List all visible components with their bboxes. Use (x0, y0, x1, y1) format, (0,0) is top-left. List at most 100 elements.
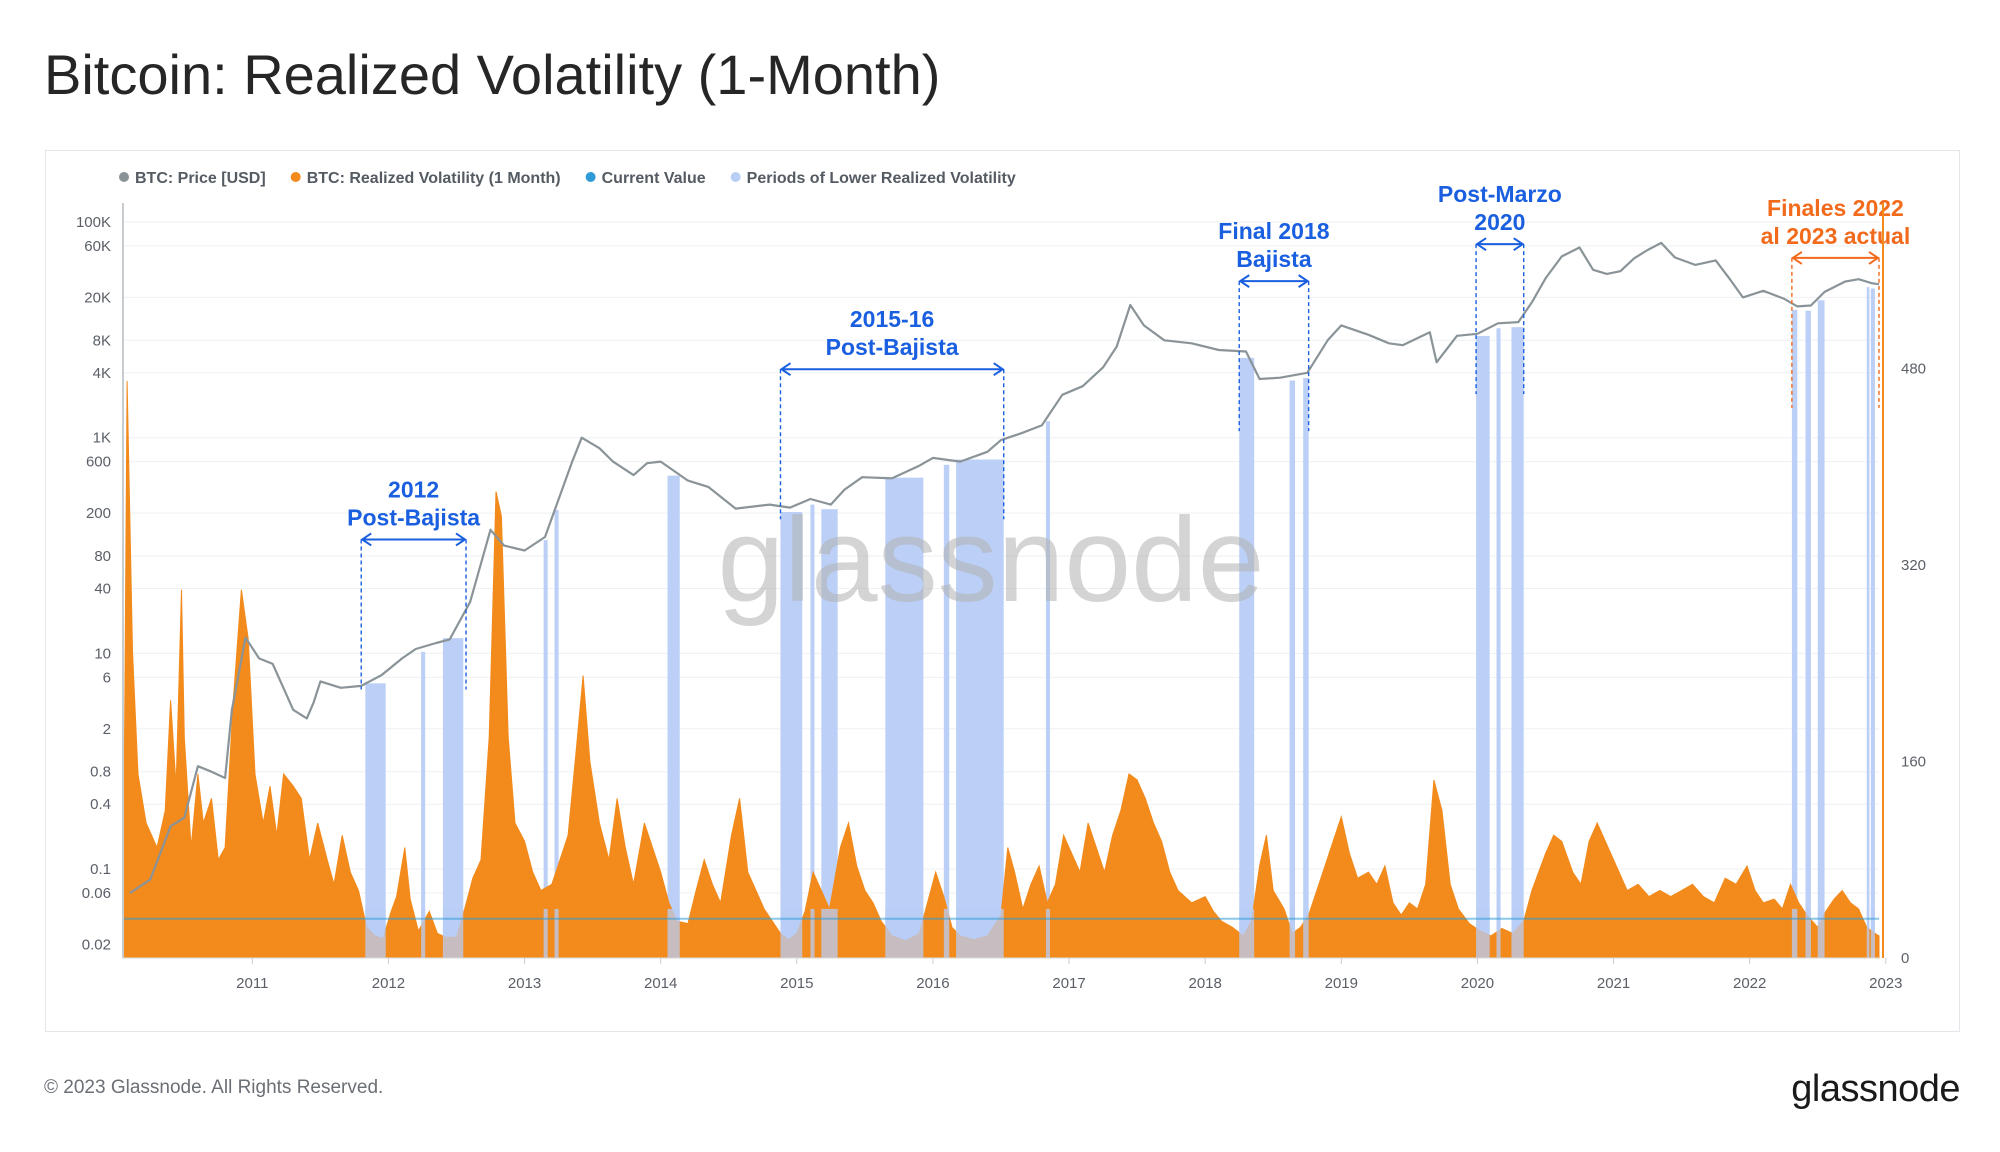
y-left-tick-0: 100K (76, 214, 111, 231)
lower-volatility-band-13 (1239, 357, 1255, 959)
annotation-0-label-1: Post-Bajista (347, 504, 480, 530)
y-right-tick-0: 0 (1901, 950, 1909, 967)
legend-label-1: BTC: Realized Volatility (1 Month) (307, 170, 561, 187)
chart-svg: BTC: Price [USD] BTC: Realized Volatility… (76, 170, 1926, 992)
footer-logo: glassnode (1791, 1068, 1960, 1110)
lower-volatility-band-18 (1511, 327, 1524, 958)
annotation-4-label-0: Finales 2022 (1767, 195, 1904, 221)
annotation-3-arrowhead-left (1475, 237, 1487, 252)
axes: 100K 60K 20K 8K 4K 1K 600 200 80 40 10 6 2 0.8 0.4 0.1 0… (76, 203, 1926, 992)
legend-label-3: Periods of Lower Realized Volatility (747, 170, 1016, 187)
y-right-tick-3: 480 (1901, 361, 1926, 378)
annotation-0-arrowhead-right (455, 532, 467, 547)
lower-volatility-band-3 (543, 540, 548, 958)
annotation-2-arrowhead-right (1298, 274, 1310, 288)
y-left-tick-6: 600 (86, 454, 111, 471)
x-tick-0: 2011 (236, 975, 268, 992)
annotation-4-arrowhead-right (1868, 251, 1880, 265)
y-left-tick-5: 1K (93, 430, 111, 447)
annotation-4-arrowhead-left (1791, 251, 1803, 265)
annotation-0-arrowhead-left (360, 532, 372, 547)
y-left-tick-16: 0.06 (82, 885, 111, 902)
lower-volatility-overlay-19 (1791, 908, 1798, 958)
lower-volatility-overlay-2 (442, 908, 464, 958)
price-series (129, 241, 1880, 895)
lower-volatility-band-8 (821, 509, 838, 958)
annotation-3-arrowhead-right (1513, 237, 1525, 252)
legend-label-0: BTC: Price [USD] (135, 170, 266, 187)
x-tick-12: 2023 (1869, 975, 1902, 992)
lower-volatility-band-2 (442, 638, 464, 958)
annotation-1-arrowhead-left (779, 362, 792, 377)
legend-marker-2 (585, 172, 596, 182)
lower-volatility-band-16 (1476, 335, 1490, 958)
volatility-series (122, 380, 1880, 959)
y-left-tick-9: 40 (94, 580, 111, 597)
annotation-1-label-1: Post-Bajista (826, 334, 959, 360)
x-tick-1: 2012 (372, 975, 405, 992)
legend-marker-1 (290, 172, 301, 182)
lower-volatility-band-1 (421, 651, 426, 958)
annotation-4-label-1: al 2023 actual (1761, 223, 1911, 249)
page-title: Bitcoin: Realized Volatility (1-Month) (44, 43, 941, 106)
lower-volatility-overlay-23 (1870, 908, 1875, 958)
y-right-tick-1: 160 (1901, 754, 1926, 771)
lower-volatility-band-17 (1496, 328, 1501, 958)
annotation-1-arrowhead-right (993, 362, 1005, 377)
x-tick-9: 2020 (1461, 975, 1494, 992)
annotation-1-label-0: 2015-16 (850, 306, 934, 332)
y-left-tick-17: 0.02 (82, 937, 111, 954)
lower-volatility-overlay-20 (1805, 908, 1811, 958)
y-left-tick-10: 10 (94, 645, 111, 662)
price-line (129, 241, 1880, 895)
x-tick-4: 2015 (780, 975, 813, 992)
x-tick-5: 2016 (916, 975, 949, 992)
lower-volatility-overlay-1 (421, 908, 426, 958)
y-left-tick-12: 2 (103, 721, 111, 738)
y-left-tick-14: 0.4 (90, 796, 111, 813)
lower-volatility-overlay-16 (1476, 908, 1490, 958)
lower-volatility-band-14 (1289, 380, 1296, 958)
legend-marker-3 (730, 172, 741, 182)
lower-volatility-overlay-12 (1045, 908, 1051, 958)
lower-volatility-band-10 (943, 464, 950, 958)
y-left-tick-3: 8K (93, 332, 111, 349)
lower-volatility-overlay-18 (1511, 908, 1524, 958)
annotation-2-label-1: Bajista (1236, 246, 1312, 272)
x-tick-8: 2019 (1325, 975, 1358, 992)
lower-volatility-band-20 (1805, 310, 1811, 959)
legend-label-2: Current Value (602, 170, 706, 187)
annotation-0-label-0: 2012 (388, 476, 439, 502)
annotation-3-label-1: 2020 (1474, 209, 1525, 235)
lower-volatility-overlay-13 (1239, 908, 1255, 958)
chart-panel: BTC: Price [USD] BTC: Realized Volatility… (45, 150, 1960, 1032)
lower-volatility-overlay-22 (1866, 908, 1870, 958)
lower-volatility-overlay-4 (554, 908, 559, 958)
lower-volatility-band-23 (1870, 288, 1875, 958)
annotation-2-arrowhead-left (1238, 274, 1250, 288)
y-left-tick-11: 6 (103, 669, 111, 686)
y-left-tick-7: 200 (86, 505, 111, 522)
x-tick-2: 2013 (508, 975, 541, 992)
x-tick-3: 2014 (644, 975, 677, 992)
y-left-tick-1: 60K (84, 238, 111, 255)
lower-volatility-overlay-10 (943, 908, 950, 958)
lower-volatility-overlay-17 (1496, 908, 1501, 958)
lower-volatility-overlay-11 (956, 908, 1004, 958)
lower-volatility-band-5 (667, 475, 680, 958)
annotation-3-label-0: Post-Marzo (1438, 181, 1562, 207)
lower-volatility-overlay-0 (365, 908, 386, 958)
y-left-tick-8: 80 (94, 548, 111, 565)
lower-volatility-overlay-9 (885, 908, 924, 958)
lower-volatility-band-6 (780, 512, 803, 958)
y-left-tick-4: 4K (93, 365, 111, 382)
lower-volatility-overlay-5 (667, 908, 680, 958)
y-left-tick-2: 20K (84, 289, 111, 306)
x-tick-10: 2021 (1597, 975, 1630, 992)
lower-volatility-band-9 (885, 477, 924, 958)
y-left-tick-13: 0.8 (90, 764, 111, 781)
y-right-tick-2: 320 (1901, 557, 1926, 574)
lower-volatility-overlay-21 (1817, 908, 1825, 958)
lower-volatility-band-15 (1303, 378, 1309, 958)
lower-volatility-overlay-14 (1289, 908, 1296, 958)
